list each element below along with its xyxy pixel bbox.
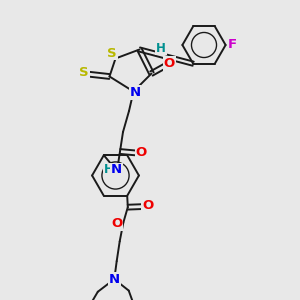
Text: S: S: [107, 46, 117, 60]
Text: O: O: [164, 57, 175, 70]
Text: N: N: [129, 86, 141, 99]
Text: N: N: [111, 163, 122, 176]
Text: S: S: [80, 66, 89, 80]
Text: F: F: [228, 38, 237, 52]
Text: H: H: [104, 163, 113, 176]
Text: O: O: [135, 146, 147, 159]
Text: N: N: [109, 273, 120, 286]
Text: H: H: [156, 42, 166, 55]
Text: O: O: [142, 199, 154, 212]
Text: O: O: [111, 218, 122, 230]
